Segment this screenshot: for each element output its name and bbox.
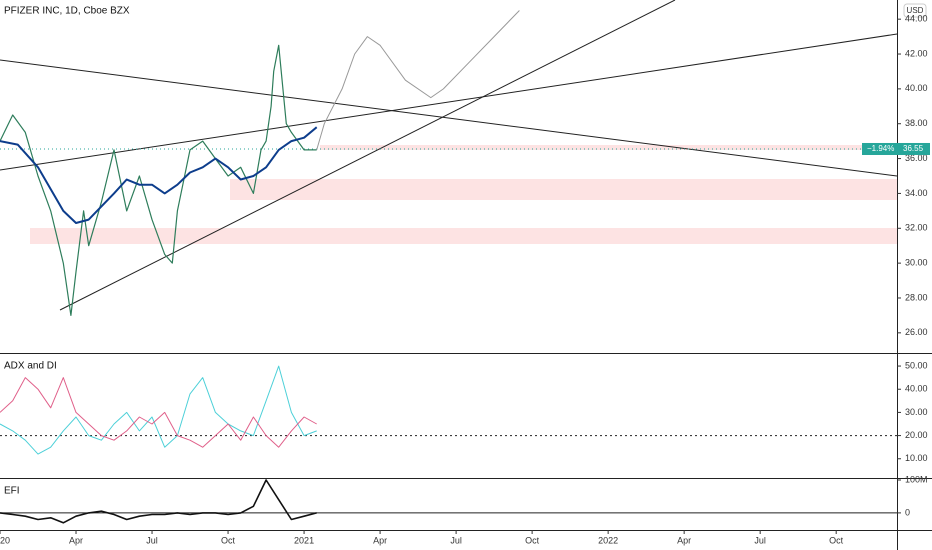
- x-tick-label: Jul: [754, 535, 766, 545]
- y-tick-label: 38.00: [905, 118, 928, 128]
- y-tick-label: 10.00: [905, 453, 928, 463]
- currency: USD: [907, 6, 924, 15]
- x-tick-label: 2022: [598, 535, 618, 545]
- last-price: 36.55: [903, 144, 924, 153]
- y-tick-label: 28.00: [905, 292, 928, 302]
- x-tick-label: 2020: [0, 535, 10, 545]
- trendline: [59, 0, 676, 311]
- y-tick-label: 50.00: [905, 360, 928, 370]
- series-line: [0, 479, 317, 524]
- x-tick-label: Jul: [450, 535, 462, 545]
- trendline: [0, 33, 898, 171]
- series-line: [0, 365, 317, 455]
- y-tick-label: 100M: [905, 474, 928, 484]
- series-line: [316, 10, 520, 151]
- trendline: [0, 59, 898, 177]
- x-tick-label: 2021: [294, 535, 314, 545]
- series-line: [0, 44, 317, 316]
- y-tick-label: 0: [905, 507, 910, 517]
- pane-title: ADX and DI: [4, 361, 57, 372]
- currency-badge[interactable]: [903, 3, 927, 18]
- last-price-badge: [862, 142, 930, 155]
- series-line: [0, 126, 318, 224]
- x-tick-label: Oct: [525, 535, 540, 545]
- y-tick-label: 30.00: [905, 258, 928, 268]
- x-tick-label: Oct: [829, 535, 844, 545]
- pane-title: EFI: [4, 486, 20, 497]
- y-tick-label: 26.00: [905, 327, 928, 337]
- y-tick-label: 30.00: [905, 407, 928, 417]
- last-change: −1.94%: [867, 144, 894, 153]
- zone: [30, 228, 897, 244]
- y-tick-label: 40.00: [905, 384, 928, 394]
- y-tick-label: 44.00: [905, 14, 928, 24]
- series-line: [0, 377, 317, 448]
- y-tick-label: 32.00: [905, 223, 928, 233]
- x-tick-label: Apr: [677, 535, 691, 545]
- zone: [320, 145, 897, 150]
- x-tick-label: Apr: [69, 535, 83, 545]
- y-tick-label: 36.00: [905, 153, 928, 163]
- y-tick-label: 40.00: [905, 83, 928, 93]
- y-tick-label: 34.00: [905, 188, 928, 198]
- zone: [230, 179, 897, 200]
- x-tick-label: Oct: [221, 535, 236, 545]
- x-tick-label: Apr: [373, 535, 387, 545]
- y-tick-label: 42.00: [905, 48, 928, 58]
- chart-title: PFIZER INC, 1D, Cboe BZX: [4, 6, 130, 17]
- y-tick-label: 20.00: [905, 430, 928, 440]
- x-tick-label: Jul: [146, 535, 158, 545]
